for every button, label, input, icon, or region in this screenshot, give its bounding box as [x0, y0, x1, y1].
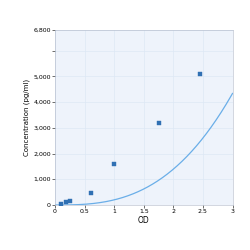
Point	[112, 162, 116, 166]
Y-axis label: Concentration (pg/ml): Concentration (pg/ml)	[24, 79, 30, 156]
X-axis label: OD: OD	[138, 216, 149, 224]
Point	[64, 200, 68, 204]
Point	[59, 202, 63, 206]
Point	[156, 121, 160, 125]
Point	[68, 199, 72, 203]
Point	[88, 191, 92, 195]
Point	[198, 72, 202, 76]
